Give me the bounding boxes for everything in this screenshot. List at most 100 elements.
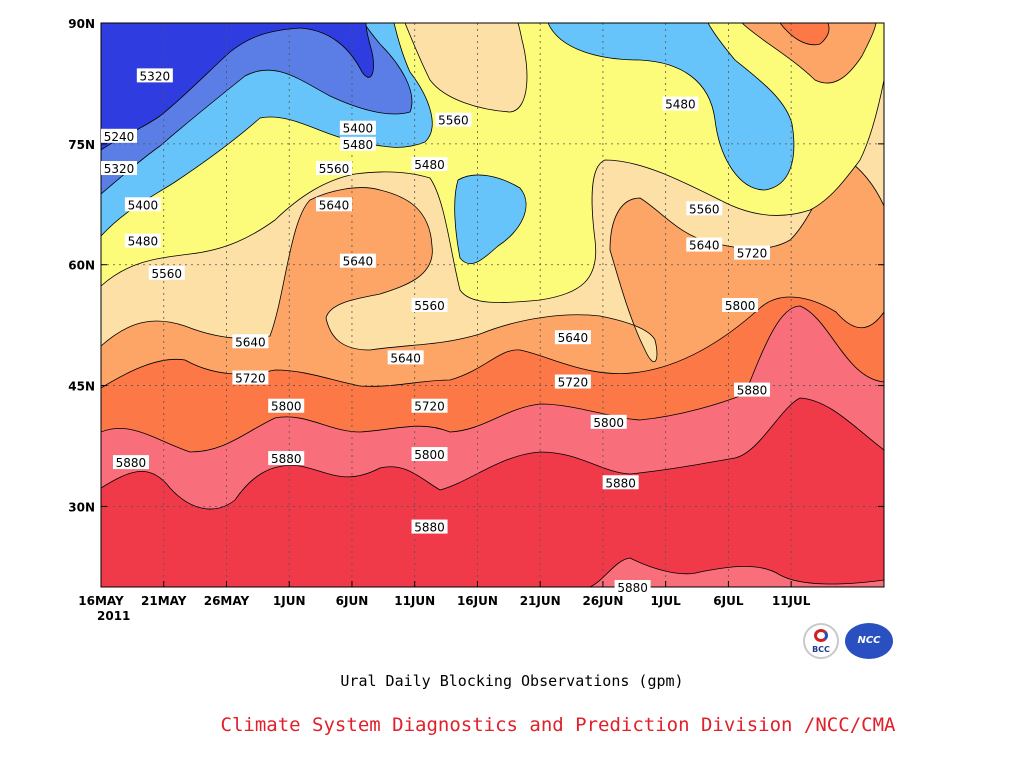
contour-label: 5880 [614,580,651,595]
contour-label-text: 5880 [271,452,302,466]
contour-label-text: 5720 [737,247,768,261]
contour-label-text: 5480 [414,158,445,172]
band-lt5320 [101,23,374,151]
contour-label: 5720 [232,370,269,386]
contour-label-bg [136,68,173,83]
contour-label-text: 5560 [414,299,445,313]
contour-label: 5560 [435,112,472,128]
contour-label-bg [411,157,448,171]
contour-label: 5720 [554,374,591,390]
band-5400-5480-b [547,23,795,191]
x-tick-label: 1JUL [651,594,682,608]
contour-label: 5480 [124,233,161,249]
band-5720-5800-top [779,23,830,46]
contour-label-text: 5240 [104,130,135,144]
x-tick-label: 21MAY [141,594,187,608]
contour-label: 5560 [686,201,723,216]
contour-label: 5880 [734,382,771,398]
contour-label-bg [124,233,161,248]
contour-label-bg [734,382,771,397]
year-label: 2011 [97,609,130,623]
contour-label-text: 5640 [319,198,350,212]
plot-area [101,23,884,587]
contour-label: 5880 [112,455,149,470]
contour-label-bg [411,447,448,462]
x-tick-label: 11JUN [394,594,435,608]
contour-label: 5400 [339,120,376,136]
contour-label-text: 5640 [235,335,266,349]
contour-label-bg [112,455,149,470]
contour-label-text: 5560 [319,162,350,176]
contour-label-bg [339,120,376,135]
contour-label: 5880 [268,451,305,466]
contour-label-text: 5560 [689,202,720,216]
contour-label-bg [232,334,269,349]
contour-label-text: 5480 [665,98,696,112]
contour-label-text: 5640 [343,255,374,269]
x-tick-label: 11JUL [772,594,811,608]
y-tick-label: 75N [68,138,95,152]
contour-label-text: 5880 [737,384,768,398]
contour-label: 5640 [387,350,424,365]
contour-label-text: 5800 [414,448,445,462]
contour-label: 5640 [315,197,352,212]
contour-label: 5640 [686,237,723,253]
y-tick-label: 30N [68,500,95,514]
ncc-logo: NCC [845,623,893,659]
contour-label-bg [602,475,639,490]
contour-label-bg [590,414,627,429]
contour-label-text: 5560 [152,267,183,281]
contour-label-bg [411,398,448,413]
contour-label: 5720 [411,398,448,414]
contour-label-bg [315,161,352,176]
contour-label: 5880 [411,519,448,535]
contour-label-bg [268,398,305,413]
contour-label: 5320 [101,161,137,176]
contour-label: 5800 [268,398,305,414]
contour-label-bg [554,330,591,345]
contour-label: 5480 [411,157,448,172]
contour-label-text: 5880 [414,521,445,535]
contour-label-bg [101,128,137,143]
x-tick-label: 26MAY [204,594,250,608]
credit-line: Climate System Diagnostics and Predictio… [220,714,896,736]
band-5880-bottom [589,557,884,587]
contour-label-bg [101,161,137,176]
band-5640-5720-top [741,23,877,84]
x-tick-label: 21JUN [520,594,561,608]
contour-label-bg [268,451,305,466]
contour-label-bg [686,201,723,216]
bcc-logo: BCC [803,623,839,659]
contour-label: 5480 [662,96,699,112]
contour-label-bg [315,197,352,212]
contour-label-text: 5320 [140,69,171,83]
contour-label-bg [411,298,448,312]
contour-label-text: 5720 [235,372,266,386]
contour-label-text: 5560 [438,114,469,128]
band-5560-5640-top [404,23,528,113]
contour-labels: 5320 5240 5320 5400 5480 5560 5640 5720 5800 5880… [101,68,771,595]
plot-frame [100,22,885,588]
contour-label-bg [734,245,771,260]
contour-label-text: 5480 [128,235,159,249]
x-tick-label: 6JUN [336,594,369,608]
x-tick-label: 6JUL [713,594,744,608]
band-gt5880 [101,397,884,587]
contour-label-bg [662,96,699,111]
y-tick-label: 60N [68,259,95,273]
contour-label-bg [554,374,591,389]
contour-label-bg [148,265,185,280]
contour-label-text: 5640 [558,331,589,345]
contour-label-bg [722,298,759,312]
contour-label-text: 5720 [414,400,445,414]
contour-label: 5800 [411,447,448,462]
contour-label-text: 5800 [271,400,302,414]
contour-label: 5560 [315,161,352,176]
chart-title: Ural Daily Blocking Observations (gpm) [340,672,684,690]
contour-label: 5800 [722,298,759,313]
contour-label-text: 5640 [689,239,720,253]
y-tick-label: 90N [68,17,95,31]
contour-label-text: 5720 [558,376,589,390]
contour-label: 5640 [554,330,591,345]
